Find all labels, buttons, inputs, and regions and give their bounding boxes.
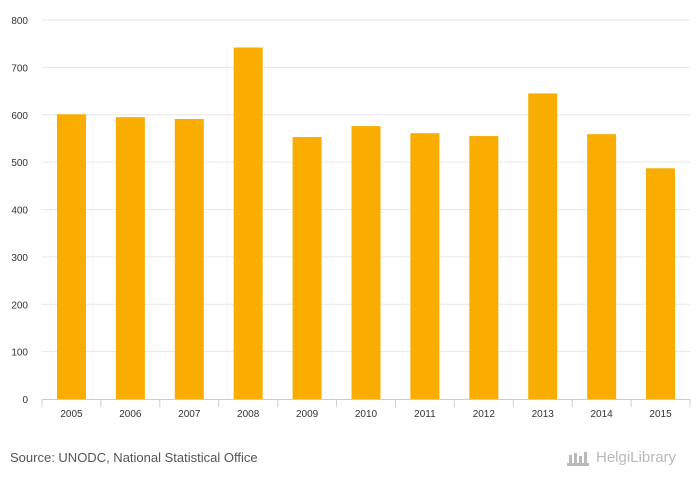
y-tick-label: 100	[11, 348, 28, 359]
bar-2012[interactable]	[469, 136, 499, 399]
bar-2015[interactable]	[646, 168, 676, 399]
source-text: Source: UNODC, National Statistical Offi…	[10, 450, 258, 465]
bar-2007[interactable]	[174, 119, 204, 400]
x-tick-label: 2008	[237, 409, 260, 420]
brand-logo: HelgiLibrary	[566, 446, 692, 470]
y-tick-label: 200	[11, 300, 28, 311]
x-tick-label: 2009	[296, 409, 319, 420]
x-tick-label: 2006	[119, 409, 142, 420]
bar-2013[interactable]	[528, 93, 558, 400]
y-tick-label: 300	[11, 253, 28, 264]
bar-2005[interactable]	[56, 114, 86, 400]
x-tick-label: 2013	[532, 409, 555, 420]
x-axis	[41, 399, 691, 407]
bar-2009[interactable]	[292, 137, 322, 400]
y-tick-label: 800	[11, 16, 28, 27]
bar-2014[interactable]	[587, 134, 617, 399]
x-tick-label: 2011	[414, 409, 436, 420]
bar-2011[interactable]	[410, 133, 440, 399]
x-tick-label: 2010	[355, 409, 378, 420]
x-tick-label: 2007	[178, 409, 201, 420]
x-tick-label: 2005	[60, 409, 83, 420]
y-tick-label: 700	[11, 63, 28, 74]
bar-2010[interactable]	[351, 126, 381, 400]
y-tick-label: 0	[22, 395, 28, 406]
library-icon	[567, 452, 589, 466]
y-tick-label: 400	[11, 206, 28, 217]
bar-2008[interactable]	[233, 47, 263, 399]
x-tick-label: 2015	[649, 409, 672, 420]
x-tick-label: 2012	[473, 409, 496, 420]
bars	[56, 47, 676, 400]
x-axis-ticks: 2005 2006 2007 2008 2009 2010 2011 2012 2013 2014…	[60, 409, 672, 420]
y-tick-label: 600	[11, 111, 28, 122]
bar-2006[interactable]	[115, 117, 145, 400]
x-tick-label: 2014	[591, 409, 614, 420]
brand-name: HelgiLibrary	[596, 449, 677, 466]
y-tick-label: 500	[11, 158, 28, 169]
y-axis-ticks: 0 100 200 300 400 500 600 700 800	[11, 16, 28, 406]
